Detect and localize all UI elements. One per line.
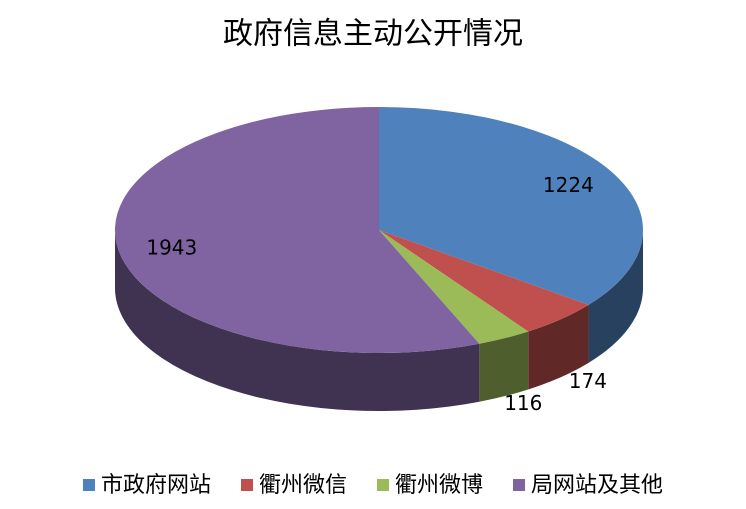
legend-swatch [240,479,253,491]
legend-label: 市政府网站 [101,473,211,498]
legend-label: 衢州微博 [395,473,483,498]
pie-slice [114,107,480,353]
legend-swatch [82,479,95,491]
pie-side [588,230,643,363]
pie-side [479,331,529,402]
value-label: 116 [504,391,542,415]
legend-swatch [377,479,389,491]
legend-label: 衢州微信 [259,473,347,498]
pie-side [115,230,480,411]
pie-slice [379,230,589,332]
legend-label: 局网站及其他 [531,473,663,498]
pie-side [528,304,589,390]
value-label: 1943 [146,236,197,260]
pie-slice [379,230,529,344]
value-label: 1224 [543,173,594,197]
value-label: 174 [569,369,607,393]
chart-title: 政府信息主动公开情况 [223,17,523,52]
legend-swatch [513,479,526,491]
pie-slice [379,107,644,305]
